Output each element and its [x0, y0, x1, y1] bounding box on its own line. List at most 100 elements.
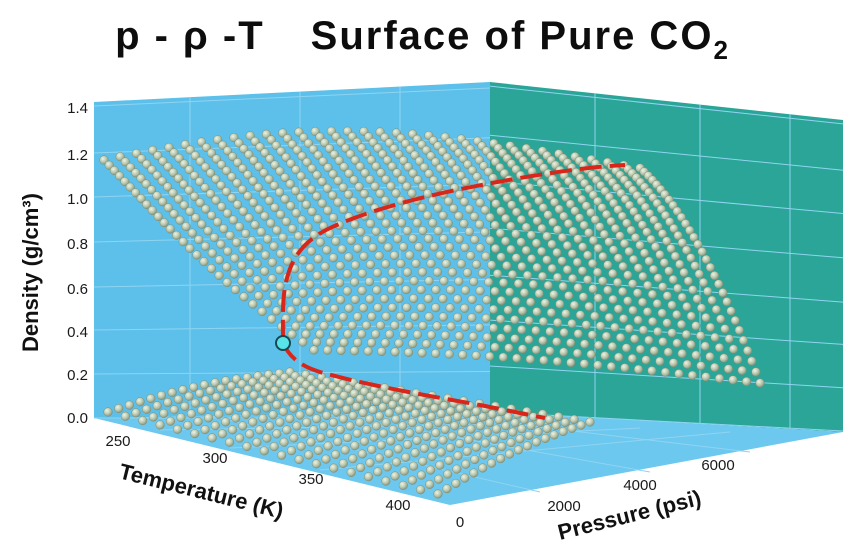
surface-point — [549, 197, 560, 207]
surface-point — [511, 229, 521, 239]
surface-point — [346, 235, 356, 245]
surface-point — [470, 454, 480, 465]
surface-point — [195, 177, 205, 187]
surface-point — [581, 320, 591, 330]
surface-point — [517, 344, 528, 354]
surface-point — [481, 185, 491, 195]
surface-point — [577, 194, 587, 204]
surface-point — [287, 139, 297, 149]
surface-point — [542, 231, 552, 241]
surface-point — [471, 442, 481, 452]
surface-point — [452, 464, 462, 474]
surface-point — [322, 183, 332, 193]
surface-point — [389, 250, 399, 260]
surface-point — [327, 287, 338, 297]
surface-point — [528, 279, 538, 289]
surface-point — [392, 168, 402, 178]
surface-point — [387, 302, 397, 313]
surface-point — [429, 175, 439, 185]
surface-point — [482, 427, 492, 437]
surface-point — [613, 277, 623, 287]
surface-point — [598, 276, 608, 286]
surface-point — [357, 449, 367, 459]
surface-point — [639, 248, 650, 258]
surface-point — [496, 333, 506, 343]
surface-point — [624, 324, 634, 334]
surface-point — [203, 413, 214, 423]
surface-point — [510, 315, 520, 325]
surface-point — [195, 156, 205, 166]
surface-point — [416, 302, 426, 313]
surface-point — [446, 321, 456, 331]
surface-point — [471, 350, 481, 361]
surface-point — [178, 237, 188, 247]
surface-point — [696, 361, 706, 371]
surface-point — [434, 182, 444, 192]
surface-point — [365, 175, 375, 185]
surface-point — [235, 433, 245, 443]
surface-point — [552, 272, 563, 282]
grid-line — [489, 85, 843, 125]
surface-point — [178, 385, 188, 395]
surface-point — [601, 331, 611, 341]
surface-point — [291, 208, 301, 218]
surface-point — [307, 384, 317, 395]
surface-point — [595, 321, 606, 331]
surface-point — [619, 238, 630, 249]
surface-point — [390, 471, 400, 481]
critical-point-marker — [275, 335, 291, 351]
surface-point — [313, 254, 323, 264]
surface-point — [367, 444, 377, 455]
surface-point — [426, 258, 436, 269]
surface-point — [533, 427, 543, 437]
surface-point — [375, 188, 385, 198]
surface-point — [532, 216, 542, 226]
surface-point — [517, 424, 527, 434]
surface-point — [662, 318, 672, 328]
surface-point — [317, 383, 327, 393]
surface-point — [593, 196, 603, 206]
surface-point — [260, 148, 270, 158]
surface-point — [515, 434, 525, 444]
surface-point — [460, 242, 470, 252]
surface-point — [655, 356, 665, 366]
surface-point — [632, 288, 643, 298]
surface-point — [237, 276, 247, 286]
surface-point — [325, 401, 335, 411]
surface-point — [195, 198, 205, 208]
surface-point — [567, 423, 577, 433]
surface-point — [510, 418, 520, 428]
surface-point — [438, 312, 448, 322]
surface-point — [329, 393, 339, 403]
surface-point — [486, 192, 496, 202]
surface-point — [184, 165, 194, 175]
surface-point — [179, 159, 189, 169]
surface-point — [432, 267, 442, 277]
surface-point — [179, 179, 189, 189]
z-tick-label: 0.0 — [67, 410, 88, 427]
surface-point — [687, 370, 697, 380]
surface-point — [459, 219, 469, 229]
surface-point — [457, 428, 467, 438]
surface-point — [359, 251, 369, 261]
surface-point — [247, 236, 257, 246]
surface-point — [507, 269, 518, 280]
surface-point — [287, 224, 297, 234]
surface-point — [512, 353, 522, 363]
surface-point — [125, 182, 135, 192]
surface-point — [524, 182, 535, 193]
surface-point — [296, 386, 307, 397]
surface-point — [231, 237, 242, 247]
surface-point — [222, 277, 232, 288]
surface-point — [469, 277, 479, 287]
surface-point — [210, 378, 220, 388]
surface-point — [244, 150, 254, 160]
surface-point — [307, 206, 317, 217]
surface-point — [120, 176, 130, 187]
surface-point — [267, 274, 277, 284]
surface-point — [560, 417, 570, 427]
surface-point — [581, 201, 591, 211]
surface-point — [303, 138, 314, 148]
surface-point — [339, 390, 349, 401]
surface-point — [445, 176, 455, 186]
